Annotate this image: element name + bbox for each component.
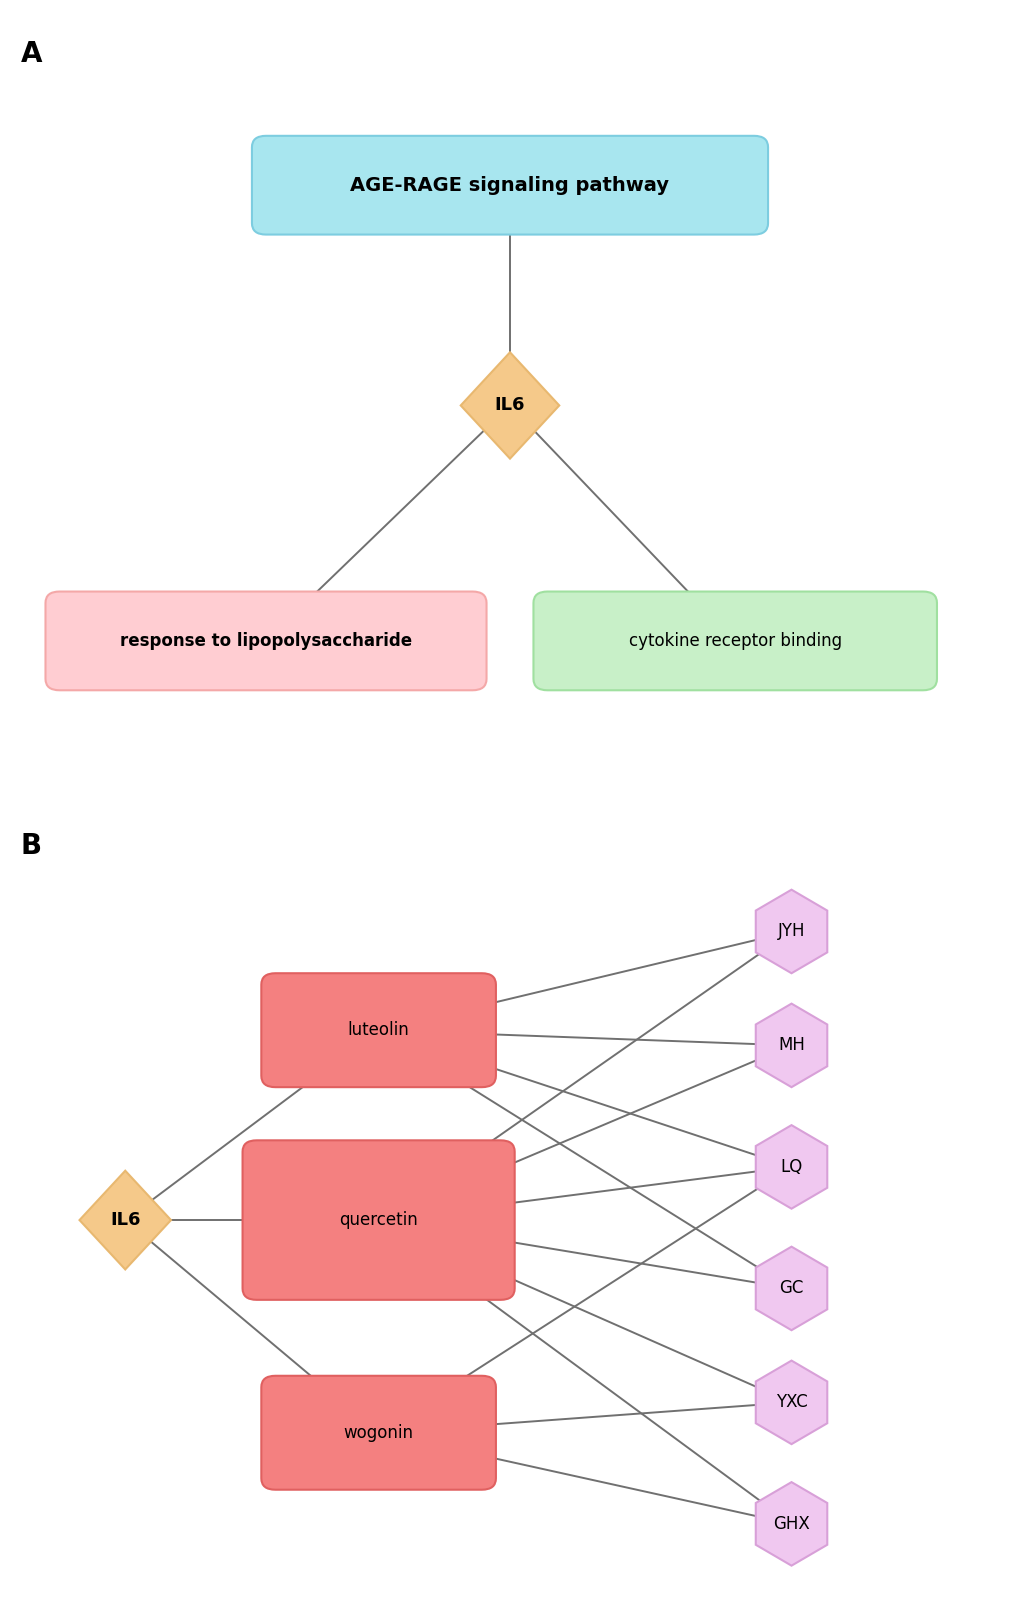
FancyBboxPatch shape — [46, 591, 486, 690]
FancyBboxPatch shape — [252, 136, 767, 234]
Text: LQ: LQ — [780, 1159, 802, 1176]
Text: JYH: JYH — [777, 923, 804, 941]
Text: IL6: IL6 — [494, 396, 525, 414]
Polygon shape — [755, 890, 826, 973]
Text: AGE-RAGE signaling pathway: AGE-RAGE signaling pathway — [351, 176, 668, 194]
Polygon shape — [755, 1004, 826, 1088]
Polygon shape — [79, 1170, 171, 1270]
Text: wogonin: wogonin — [343, 1424, 414, 1441]
Polygon shape — [755, 1125, 826, 1209]
Text: luteolin: luteolin — [347, 1021, 409, 1039]
FancyBboxPatch shape — [261, 973, 495, 1088]
Text: A: A — [20, 40, 42, 68]
Text: quercetin: quercetin — [339, 1210, 418, 1230]
Polygon shape — [755, 1246, 826, 1330]
Text: cytokine receptor binding: cytokine receptor binding — [628, 632, 841, 650]
Text: response to lipopolysaccharide: response to lipopolysaccharide — [120, 632, 412, 650]
FancyBboxPatch shape — [533, 591, 936, 690]
Text: GHX: GHX — [772, 1514, 809, 1534]
Polygon shape — [461, 352, 558, 459]
Text: B: B — [20, 832, 42, 860]
FancyBboxPatch shape — [261, 1375, 495, 1490]
Text: GC: GC — [779, 1280, 803, 1298]
Text: IL6: IL6 — [110, 1210, 141, 1230]
FancyBboxPatch shape — [243, 1141, 515, 1299]
Text: MH: MH — [777, 1036, 804, 1054]
Polygon shape — [755, 1361, 826, 1445]
Text: YXC: YXC — [774, 1393, 807, 1411]
Polygon shape — [755, 1482, 826, 1566]
